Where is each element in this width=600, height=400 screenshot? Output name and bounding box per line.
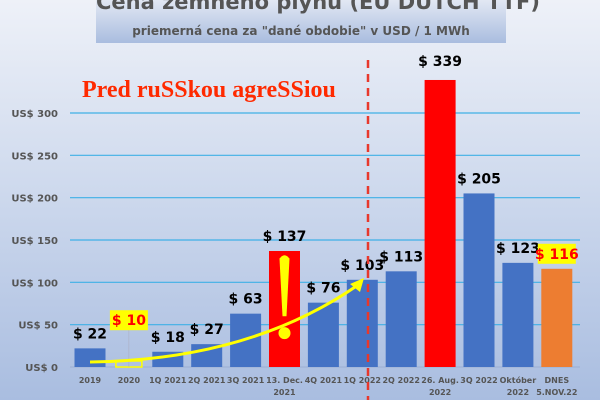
y-tick-label: US$ 0 (25, 363, 58, 374)
y-tick-label: US$ 250 (11, 151, 58, 162)
y-tick-label: US$ 50 (18, 321, 58, 332)
data-label: $ 76 (306, 281, 340, 297)
data-label: $ 205 (457, 171, 501, 187)
data-label: $ 137 (263, 229, 307, 245)
data-label: $ 113 (379, 249, 423, 265)
data-label: $ 10 (112, 313, 146, 329)
x-tick-label: 5.NOV.22 (536, 388, 577, 397)
x-tick-label: 2Q 2022 (382, 376, 419, 385)
data-label: $ 18 (151, 330, 185, 346)
x-tick-label: DNES (545, 376, 570, 385)
y-tick-label: US$ 100 (11, 278, 58, 289)
x-tick-label: 3Q 2022 (460, 376, 497, 385)
x-tick-label: 1Q 2021 (149, 376, 187, 385)
title-box: Cena zemného plynu (EU DUTCH TTF) prieme… (96, 0, 540, 43)
bar (346, 279, 378, 367)
label-highlight (109, 310, 148, 331)
trend-arrow (89, 283, 359, 364)
bar (541, 268, 573, 367)
y-tick-label: US$ 300 (11, 109, 58, 120)
y-tick-label: US$ 200 (11, 194, 58, 205)
data-label: $ 123 (496, 241, 540, 257)
x-tick-label: 2020 (118, 376, 141, 385)
exclamation-dot-icon (278, 327, 291, 340)
x-tick-label: 2019 (79, 376, 102, 385)
data-label: $ 103 (340, 258, 384, 274)
bar (74, 348, 106, 367)
x-tick-label: 4Q 2021 (305, 376, 343, 385)
data-label: $ 116 (535, 247, 579, 263)
x-tick-label: 2021 (273, 388, 296, 397)
chart-subtitle: priemerná cena za "dané obdobie" v USD /… (132, 24, 470, 38)
x-tick-label: 2022 (429, 388, 451, 397)
x-tick-label: 2022 (507, 388, 529, 397)
annotation-text: Pred ruSSkou agreSSiou (82, 77, 336, 103)
data-label: $ 339 (418, 54, 462, 70)
y-tick-label: US$ 150 (11, 236, 58, 247)
x-tick-label: 3Q 2021 (227, 376, 265, 385)
arrow-head-icon (350, 278, 364, 292)
exclamation-icon (279, 255, 290, 317)
bar (424, 79, 456, 367)
x-tick-label: 2Q 2021 (188, 376, 226, 385)
data-label: $ 63 (229, 292, 263, 308)
data-label: $ 22 (73, 326, 107, 342)
bar (463, 193, 495, 367)
bar (502, 262, 534, 367)
data-label: $ 27 (190, 322, 224, 338)
x-tick-label: 13. Dec. (266, 376, 303, 385)
x-tick-label: 1Q 2022 (344, 376, 381, 385)
label-highlight (537, 243, 576, 264)
x-tick-label: Október (500, 375, 537, 385)
chart-title: Cena zemného plynu (EU DUTCH TTF) (96, 0, 540, 14)
x-tick-label: 26. Aug. (421, 376, 459, 385)
bar (385, 271, 417, 367)
